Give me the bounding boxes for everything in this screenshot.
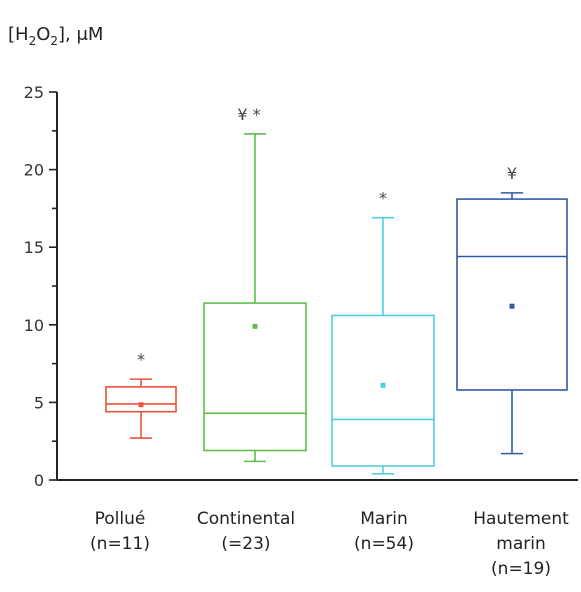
category-n-label: (n=19) [491,559,551,579]
significance-marker: ¥ [507,164,517,183]
iqr-box [105,386,177,413]
box-group: * [331,189,435,475]
y-tick-label: 25 [24,83,44,102]
y-tick-label: 10 [24,316,44,335]
iqr-box [456,198,568,391]
significance-marker: ¥ * [237,105,260,124]
category-label: Continental [197,509,295,529]
category-n-label: (=23) [221,534,270,554]
significance-marker: * [379,189,387,208]
mean-marker [252,323,258,329]
y-tick-label: 5 [34,393,44,412]
y-ticks: 0 5 10 15 20 25 [24,83,57,490]
category-label: Pollué [95,509,146,529]
y-axis-label: [H2O2], μM [8,24,103,48]
category-label: marin [496,534,545,554]
mean-marker [509,303,515,309]
boxes: * ¥ * * ¥ [105,105,568,475]
box-group: * [105,350,177,439]
y-tick-label: 15 [24,238,44,257]
significance-marker: * [137,350,145,369]
box-group: ¥ [456,164,568,455]
category-n-label: (n=11) [90,534,150,554]
category-label: Hautement [473,509,569,529]
x-labels: Pollué (n=11) Continental (=23) Marin (n=54) H… [90,509,569,579]
mean-marker [138,402,144,408]
y-tick-label: 20 [24,161,44,180]
box-group: ¥ * [203,105,307,463]
y-tick-label: 0 [34,471,44,490]
mean-marker [380,382,386,388]
category-n-label: (n=54) [354,534,414,554]
iqr-box [331,314,435,467]
category-label: Marin [360,509,408,529]
